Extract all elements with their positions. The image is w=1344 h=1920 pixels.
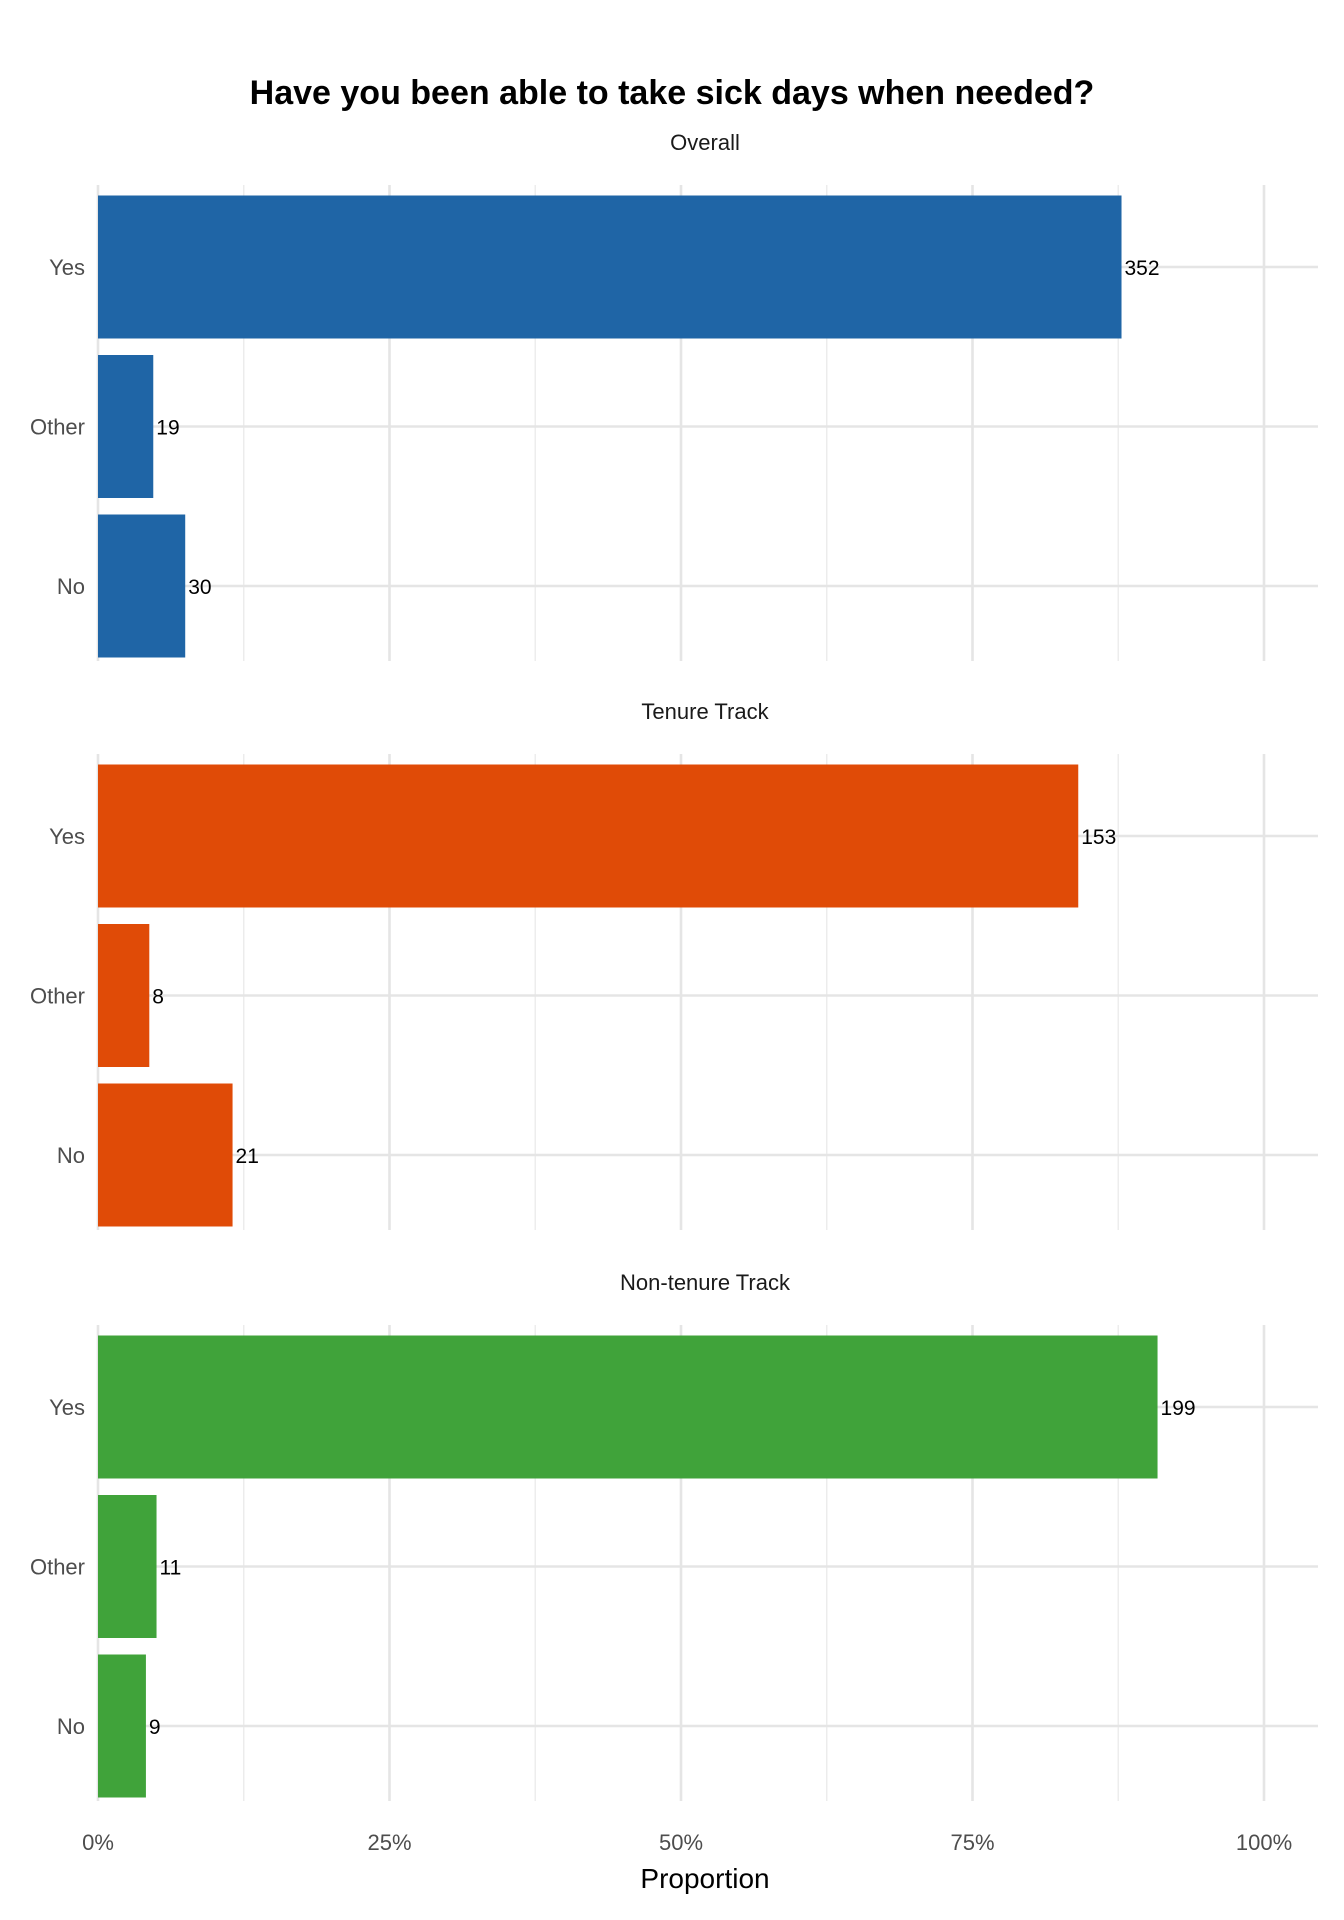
- y-category-label: No: [57, 1143, 85, 1168]
- bar-value-label: 153: [1081, 826, 1116, 849]
- bar: [98, 1083, 233, 1227]
- bar-value-label: 199: [1161, 1397, 1196, 1420]
- bar: [98, 355, 154, 498]
- y-category-label: No: [57, 574, 85, 599]
- x-tick-label: 50%: [659, 1830, 703, 1855]
- bar-value-label: 9: [149, 1716, 161, 1739]
- x-tick-label: 25%: [367, 1830, 411, 1855]
- bar: [98, 195, 1122, 339]
- facet-panels: Overall Yes 352 Other 19 No 30 Tenure Track Yes 1…: [30, 130, 1318, 1801]
- facet-panel: Tenure Track Yes 153 Other 8 No 21: [30, 699, 1318, 1230]
- bar: [98, 514, 186, 658]
- facet-strip-label: Tenure Track: [641, 699, 769, 724]
- facet-panel: Non-tenure Track Yes 199 Other 11 No 9: [30, 1270, 1318, 1801]
- bar-value-label: 19: [156, 417, 179, 440]
- x-axis-title: Proportion: [640, 1863, 769, 1894]
- y-category-label: Yes: [49, 1395, 85, 1420]
- bar-value-label: 11: [160, 1557, 182, 1580]
- x-tick-label: 0%: [82, 1830, 114, 1855]
- x-tick-label: 100%: [1236, 1830, 1292, 1855]
- y-category-label: Yes: [49, 255, 85, 280]
- facet-strip-label: Non-tenure Track: [620, 1270, 791, 1295]
- bar-value-label: 21: [236, 1145, 259, 1168]
- y-category-label: Yes: [49, 824, 85, 849]
- x-axis: 0% 25% 50% 75% 100%: [82, 1830, 1292, 1855]
- bar: [98, 924, 150, 1067]
- bar: [98, 1654, 146, 1798]
- x-tick-label: 75%: [950, 1830, 994, 1855]
- y-category-label: Other: [30, 415, 85, 440]
- facet-strip-label: Overall: [670, 130, 740, 155]
- bar-value-label: 30: [188, 576, 211, 599]
- bar: [98, 764, 1079, 908]
- y-category-label: Other: [30, 1555, 85, 1580]
- y-category-label: Other: [30, 984, 85, 1009]
- y-category-label: No: [57, 1714, 85, 1739]
- bar: [98, 1495, 157, 1638]
- bar: [98, 1335, 1158, 1479]
- chart-title: Have you been able to take sick days whe…: [250, 74, 1095, 112]
- facet-panel: Overall Yes 352 Other 19 No 30: [30, 130, 1318, 661]
- bar-value-label: 8: [152, 986, 164, 1009]
- bar-value-label: 352: [1125, 257, 1160, 280]
